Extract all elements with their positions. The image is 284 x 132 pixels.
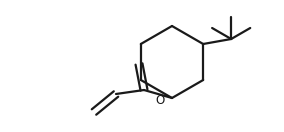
Text: O: O	[155, 93, 165, 107]
